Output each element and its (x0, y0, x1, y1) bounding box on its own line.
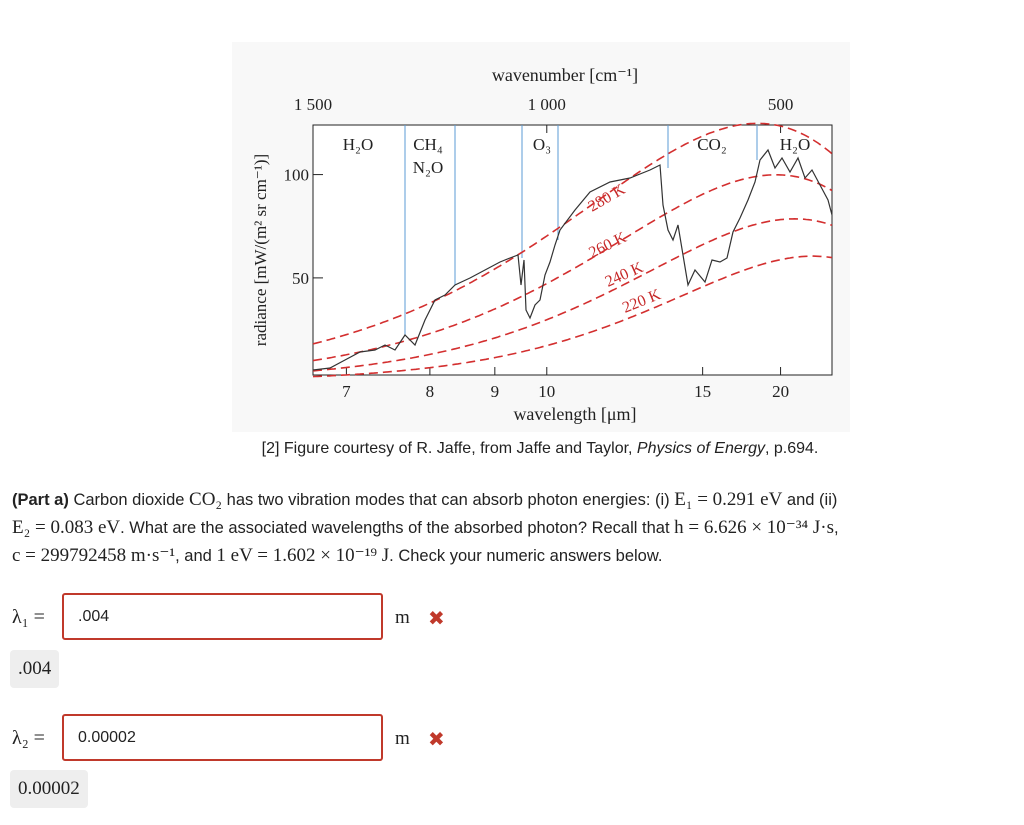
x-tick-label: 20 (772, 382, 789, 401)
band-label: CO₂ (697, 135, 727, 154)
blackbody-curve (312, 122, 833, 345)
caption-text: [2] Figure courtesy of R. Jaffe, from Ja… (261, 440, 637, 457)
plot-frame (312, 124, 833, 376)
wrong-icon: ✖ (428, 729, 445, 751)
figure: wavenumber [cm⁻¹] wavelength [μm] radian… (251, 65, 833, 424)
x-tick-label: 10 (538, 382, 555, 401)
unit: m (395, 728, 410, 749)
x-tick-label: 15 (694, 382, 711, 401)
figure-caption: [2] Figure courtesy of R. Jaffe, from Ja… (0, 440, 1024, 458)
band-lines (404, 125, 758, 335)
band-label: O₃ (533, 135, 551, 154)
measured-spectrum (312, 148, 833, 371)
response: .004 (10, 650, 60, 688)
band-label: H₂O (780, 135, 810, 154)
text: has two vibration modes that can absorb … (222, 491, 675, 509)
band-label: H₂O (343, 135, 373, 154)
answer-input[interactable]: .004 (62, 593, 383, 640)
text: . What are the associated wavelengths of… (120, 519, 675, 537)
x-label-top: wavenumber [cm⁻¹] (492, 65, 638, 85)
x-top-tick-label: 1 500 (294, 95, 332, 114)
text: Carbon dioxide (68, 491, 190, 509)
caption-text: , p.694. (764, 440, 819, 457)
math: 1 eV = 1.602 × 10⁻¹⁹ J (216, 545, 390, 566)
text: , and (175, 547, 217, 565)
caption-book: Physics of Energy (636, 440, 765, 457)
text: . Check your numeric answers below. (389, 547, 663, 565)
math: h = 6.626 × 10⁻³⁴ J·s (674, 517, 835, 538)
x-tick-label: 7 (342, 382, 351, 401)
question: (Part a) Carbon dioxide CO₂ has two vibr… (12, 486, 839, 570)
y-tick-label: 100 (284, 166, 310, 185)
band-label: CH₄ (413, 135, 443, 154)
part-label: (Part a) (12, 491, 69, 509)
y-tick-label: 50 (292, 269, 309, 288)
blackbody-curve (312, 255, 833, 378)
math: E₂ = 0.083 eV (12, 517, 121, 538)
math: E₁ = 0.291 eV (674, 489, 783, 510)
response: 0.00002 (10, 770, 88, 808)
text: and (ii) (782, 491, 838, 509)
x-tick-label: 8 (426, 382, 435, 401)
answer-input[interactable]: 0.00002 (62, 714, 383, 761)
x-tick-label: 9 (491, 382, 500, 401)
band-label: N₂O (413, 158, 443, 177)
x-top-tick-label: 1 000 (528, 95, 566, 114)
math: CO₂ (189, 489, 223, 510)
blackbody-curve (312, 217, 833, 372)
y-label: radiance [mW/(m² sr cm⁻¹)] (251, 154, 270, 346)
x-label: wavelength [μm] (513, 404, 636, 424)
math: c = 299792458 m·s⁻¹ (12, 545, 176, 566)
unit: m (395, 607, 410, 628)
wrong-icon: ✖ (428, 608, 445, 630)
x-top-tick-label: 500 (768, 95, 794, 114)
answer-label: λ₂ = (12, 727, 45, 749)
answer-label: λ₁ = (12, 606, 45, 628)
text: , (834, 519, 839, 537)
